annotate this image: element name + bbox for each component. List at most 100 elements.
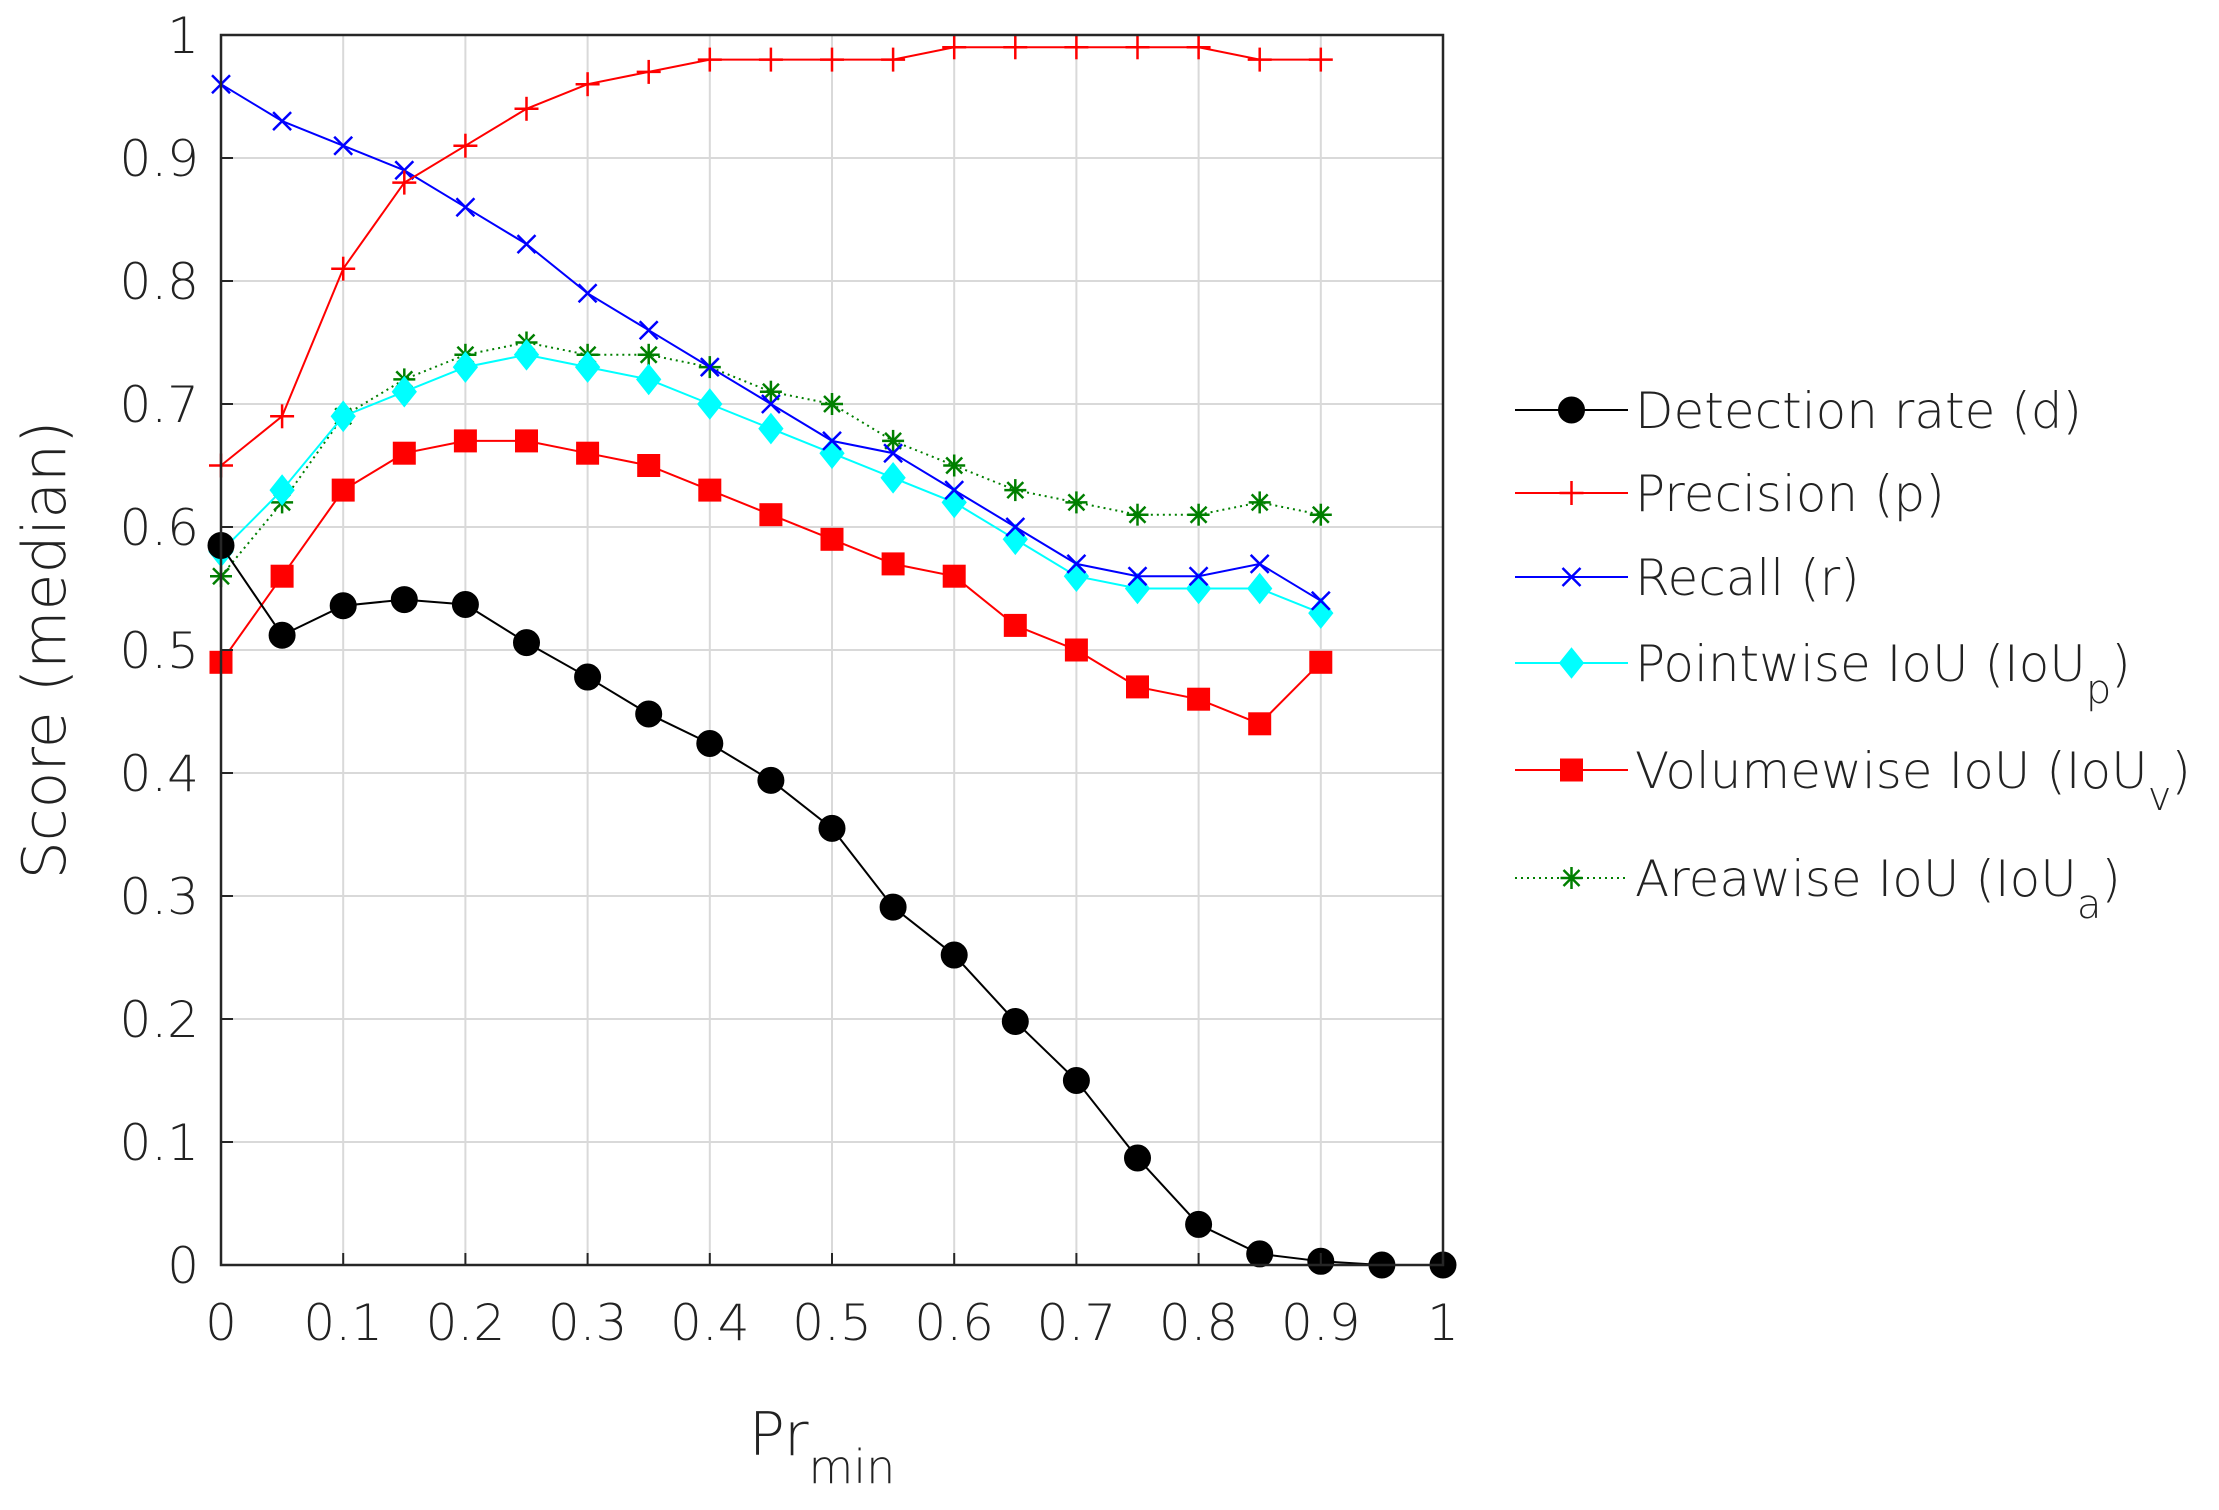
y-tick-label: 0 <box>167 1237 199 1295</box>
x-tick-label: 1 <box>1427 1294 1459 1352</box>
data-point <box>820 47 844 72</box>
data-point <box>451 590 479 618</box>
data-point <box>272 111 292 131</box>
data-point <box>576 441 600 465</box>
legend-label: Precision (p) <box>1635 465 1945 523</box>
x-tick-label: 0.1 <box>303 1294 383 1352</box>
x-tick-label: 0.5 <box>792 1294 872 1352</box>
data-point <box>269 474 295 506</box>
data-point <box>638 320 659 341</box>
data-point <box>1187 503 1210 526</box>
legend-marker <box>1561 567 1582 587</box>
data-point <box>1309 503 1332 526</box>
y-tick-label: 0.1 <box>119 1114 199 1172</box>
data-point <box>516 234 537 254</box>
data-point <box>390 586 418 614</box>
legend-label: Pointwise IoU (IoUp) <box>1635 635 2131 713</box>
data-point <box>1064 638 1088 662</box>
data-point <box>818 814 846 842</box>
data-point <box>513 629 540 657</box>
data-point <box>270 404 295 429</box>
data-point <box>1185 572 1212 605</box>
data-point <box>453 429 477 453</box>
data-point <box>637 454 661 477</box>
legend-marker <box>1560 867 1583 889</box>
data-point <box>636 363 662 396</box>
data-point <box>697 388 723 420</box>
data-point <box>1062 1067 1090 1094</box>
data-point <box>882 429 905 452</box>
series-line <box>220 439 1322 725</box>
x-tick-label: 0.6 <box>914 1294 994 1352</box>
data-point <box>759 503 783 527</box>
legend-item: Recall (r) <box>1515 549 1860 607</box>
data-point <box>1065 491 1088 514</box>
data-point <box>392 170 417 195</box>
data-point <box>1003 613 1027 637</box>
data-point <box>1308 597 1334 629</box>
data-point <box>1247 572 1273 605</box>
data-point <box>515 429 538 453</box>
data-point <box>1186 35 1211 60</box>
tick-labels: 0 0.1 0.2 0.3 0.4 0.5 0.6 0.7 0.8 0.9 1 0 0.1 0.2 0.3 0… <box>119 7 1458 1352</box>
legend-item: Areawise IoU (IoUa) <box>1515 850 2121 928</box>
data-point <box>758 412 784 445</box>
data-point <box>1066 554 1087 574</box>
data-point <box>942 35 967 60</box>
data-point <box>881 552 905 576</box>
y-tick-label: 0.3 <box>119 868 199 926</box>
data-point <box>1126 503 1149 526</box>
y-tick-label: 0.5 <box>119 622 199 680</box>
data-point <box>331 478 355 502</box>
data-point <box>821 393 843 415</box>
data-point <box>1005 517 1026 537</box>
legend-label: Detection rate (d) <box>1635 382 2082 440</box>
data-point <box>697 47 722 72</box>
data-point <box>941 486 967 519</box>
series-layer <box>207 35 1457 1279</box>
data-point <box>392 441 416 465</box>
y-tick-label: 0.8 <box>119 253 199 311</box>
data-point <box>1001 1007 1029 1035</box>
data-point <box>883 443 903 464</box>
legend-item: Detection rate (d) <box>1515 382 2082 440</box>
legend-label: Recall (r) <box>1635 549 1860 607</box>
data-point <box>1248 712 1272 736</box>
y-tick-label: 1 <box>167 7 199 65</box>
data-point <box>757 766 785 794</box>
legend-marker <box>1558 647 1585 679</box>
data-point <box>452 351 479 383</box>
x-tick-label: 0 <box>205 1294 237 1352</box>
data-point <box>1127 566 1148 587</box>
data-point <box>758 47 783 72</box>
data-point <box>333 135 354 156</box>
data-point <box>1309 650 1333 674</box>
data-point <box>1125 35 1150 60</box>
data-point <box>635 700 663 728</box>
grid <box>220 34 1444 1266</box>
data-point <box>940 941 968 969</box>
data-point <box>636 59 661 84</box>
legend-label: Areawise IoU (IoUa) <box>1635 850 2121 928</box>
data-point <box>820 527 844 551</box>
data-point <box>1002 523 1028 556</box>
legend-item: Precision (p) <box>1515 465 1945 523</box>
series-0 <box>207 531 1457 1279</box>
data-point <box>1249 554 1270 574</box>
data-point <box>696 729 724 757</box>
series-5 <box>210 331 1332 588</box>
data-point <box>822 431 842 451</box>
x-tick-label: 0.9 <box>1281 1294 1361 1352</box>
data-point <box>699 357 720 377</box>
data-point <box>761 394 781 414</box>
data-point <box>1064 35 1089 60</box>
data-point <box>1003 35 1028 60</box>
series-1 <box>209 35 1333 478</box>
data-point <box>329 592 357 620</box>
y-tick-label: 0.4 <box>119 745 199 803</box>
series-4 <box>209 429 1333 736</box>
legend-marker <box>1558 396 1585 424</box>
data-point <box>1188 566 1209 587</box>
data-point <box>577 283 598 304</box>
